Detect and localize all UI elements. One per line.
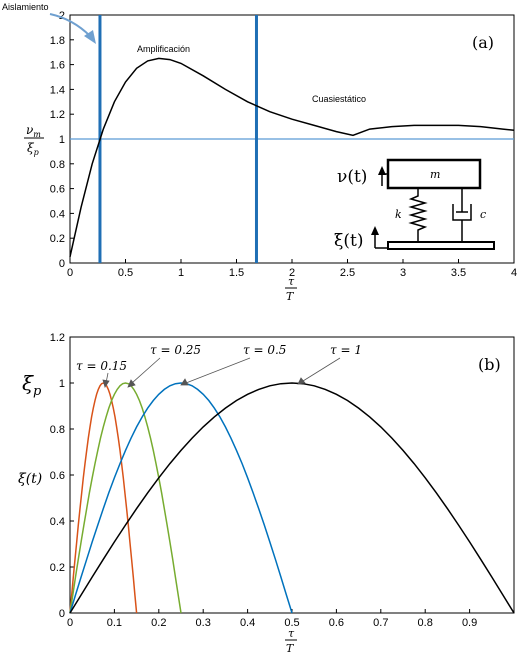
pulse-curve-tau-0.25 (69, 382, 182, 614)
y-tick-label: 0.6 (50, 184, 65, 196)
response-curve (69, 57, 515, 257)
quasistatic-label: Cuasiestático (312, 94, 366, 104)
x-tick-label: 0.1 (107, 617, 122, 629)
mass-label: m (430, 168, 440, 181)
x-tick-label: 3.5 (451, 267, 466, 279)
response-arrow (378, 166, 388, 186)
sdof-inset-diagram: m ν(t) k c ξ(t) (334, 158, 495, 251)
damper-label: c (480, 208, 486, 221)
damper (452, 188, 472, 242)
x-tick-label: 0.2 (151, 617, 166, 629)
svg-text:T: T (286, 290, 295, 303)
x-tick-label: 4 (511, 267, 517, 279)
series-label-tau-1: τ = 1 (330, 343, 362, 357)
y-tick-label: 2 (59, 10, 65, 22)
panel-b-xlabel: τ T (285, 627, 297, 655)
base-arrow (371, 226, 388, 249)
response-label: ν(t) (337, 167, 367, 187)
y-tick-label: 0.2 (50, 233, 65, 245)
panel-a-chart: 0 0.5 1 1.5 2 2.5 3 3.5 4 0 0.2 0.4 0.6 0.8 1.2 1.4 1.6 1… (2, 2, 517, 303)
isolation-arrow (49, 13, 96, 44)
y-tick-label: 0.6 (50, 470, 65, 482)
x-tick-label: 0.5 (284, 617, 299, 629)
svg-text:τ: τ (288, 627, 295, 640)
base-plate (387, 241, 495, 250)
spring (408, 188, 428, 242)
series-label-tau-0.5: τ = 0.5 (243, 343, 286, 357)
y-tick-label: 0.4 (50, 208, 65, 220)
y-tick-label: 1.2 (50, 332, 65, 344)
series-label-arrows (102, 357, 341, 388)
x-tick-label: 1 (178, 267, 184, 279)
x-tick-label: 0.3 (196, 617, 211, 629)
series-label-tau-0.25: τ = 0.25 (150, 343, 201, 357)
pulse-curve-tau-0.5 (69, 382, 293, 614)
panel-a-xlabel: τ T (285, 275, 297, 303)
spring-label: k (395, 208, 402, 221)
y-tick-label: 0.4 (50, 516, 65, 528)
series-label-tau-0.15: τ = 0.15 (76, 359, 127, 373)
x-tick-label: 0.4 (240, 617, 255, 629)
x-tick-label: 0.6 (329, 617, 344, 629)
x-tick-label: 0.5 (118, 267, 133, 279)
y-tick-label: 0 (59, 608, 65, 620)
amplification-label: Amplificación (137, 44, 190, 54)
y-tick-label: 1.2 (50, 109, 65, 121)
panel-a-axis-ticks: 0 0.5 1 1.5 2 2.5 3 3.5 4 0 0.2 0.4 0.6 0.8 1.2 1.4 1.6 1… (50, 10, 517, 279)
panel-a-label: (a) (472, 33, 494, 52)
svg-text:ξp: ξp (27, 141, 39, 157)
pulse-curve-tau-0.15 (69, 382, 138, 614)
y-tick-label: 1.6 (50, 60, 65, 72)
pulse-curves (69, 382, 515, 614)
x-tick-label: 0 (67, 267, 73, 279)
panel-b-ylabel: ξ(t) (18, 471, 42, 487)
x-tick-label: 2.5 (340, 267, 355, 279)
x-tick-label: 3 (400, 267, 406, 279)
y-tick-label: 0.8 (50, 159, 65, 171)
x-tick-label: 0.7 (373, 617, 388, 629)
x-tick-label: 0.8 (418, 617, 433, 629)
y-tick-label: 1.4 (50, 84, 65, 96)
y-tick-label: 1 (59, 134, 65, 146)
base-label: ξ(t) (334, 231, 363, 251)
svg-text:T: T (286, 642, 295, 655)
panel-b-label: (b) (478, 355, 501, 374)
isolation-label: Aislamiento (2, 2, 49, 12)
svg-text:νm: νm (26, 123, 41, 139)
pulse-curve-tau-1 (69, 382, 515, 614)
x-tick-label: 0 (67, 617, 73, 629)
panel-a-ylabel: νm ξp (24, 123, 44, 157)
y-tick-label: 1.8 (50, 35, 65, 47)
x-tick-label: 0.9 (462, 617, 477, 629)
y-tick-label: 1 (59, 378, 65, 390)
panel-b-axis-ticks: 0 0.1 0.2 0.3 0.4 0.5 0.6 0.7 0.8 0.9 0 0.2 0.4 0.6 0.… (50, 332, 478, 629)
x-tick-label: 1.5 (229, 267, 244, 279)
peak-label: ξp (22, 371, 42, 399)
svg-text:τ: τ (288, 275, 295, 288)
panel-b-chart: 0 0.1 0.2 0.3 0.4 0.5 0.6 0.7 0.8 0.9 0 0.2 0.4 0.6 0.… (18, 332, 515, 655)
y-tick-label: 0.2 (50, 562, 65, 574)
y-tick-label: 0 (59, 258, 65, 270)
x-tick-label: 2 (289, 267, 295, 279)
y-tick-label: 0.8 (50, 424, 65, 436)
